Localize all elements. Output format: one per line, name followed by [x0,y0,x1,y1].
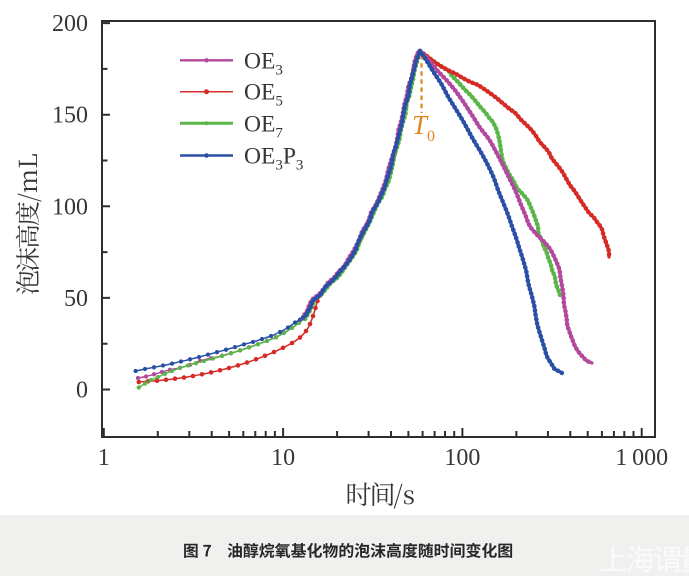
svg-text:200: 200 [52,11,88,37]
svg-text:100: 100 [52,194,88,220]
svg-text:OE3P3: OE3P3 [244,144,303,174]
svg-text:100: 100 [444,445,480,471]
svg-text:50: 50 [64,286,88,312]
svg-text:1: 1 [98,445,110,471]
svg-text:10: 10 [271,445,295,471]
svg-text:150: 150 [52,103,88,129]
svg-text:1 000: 1 000 [615,445,668,471]
svg-text:0: 0 [76,378,88,404]
